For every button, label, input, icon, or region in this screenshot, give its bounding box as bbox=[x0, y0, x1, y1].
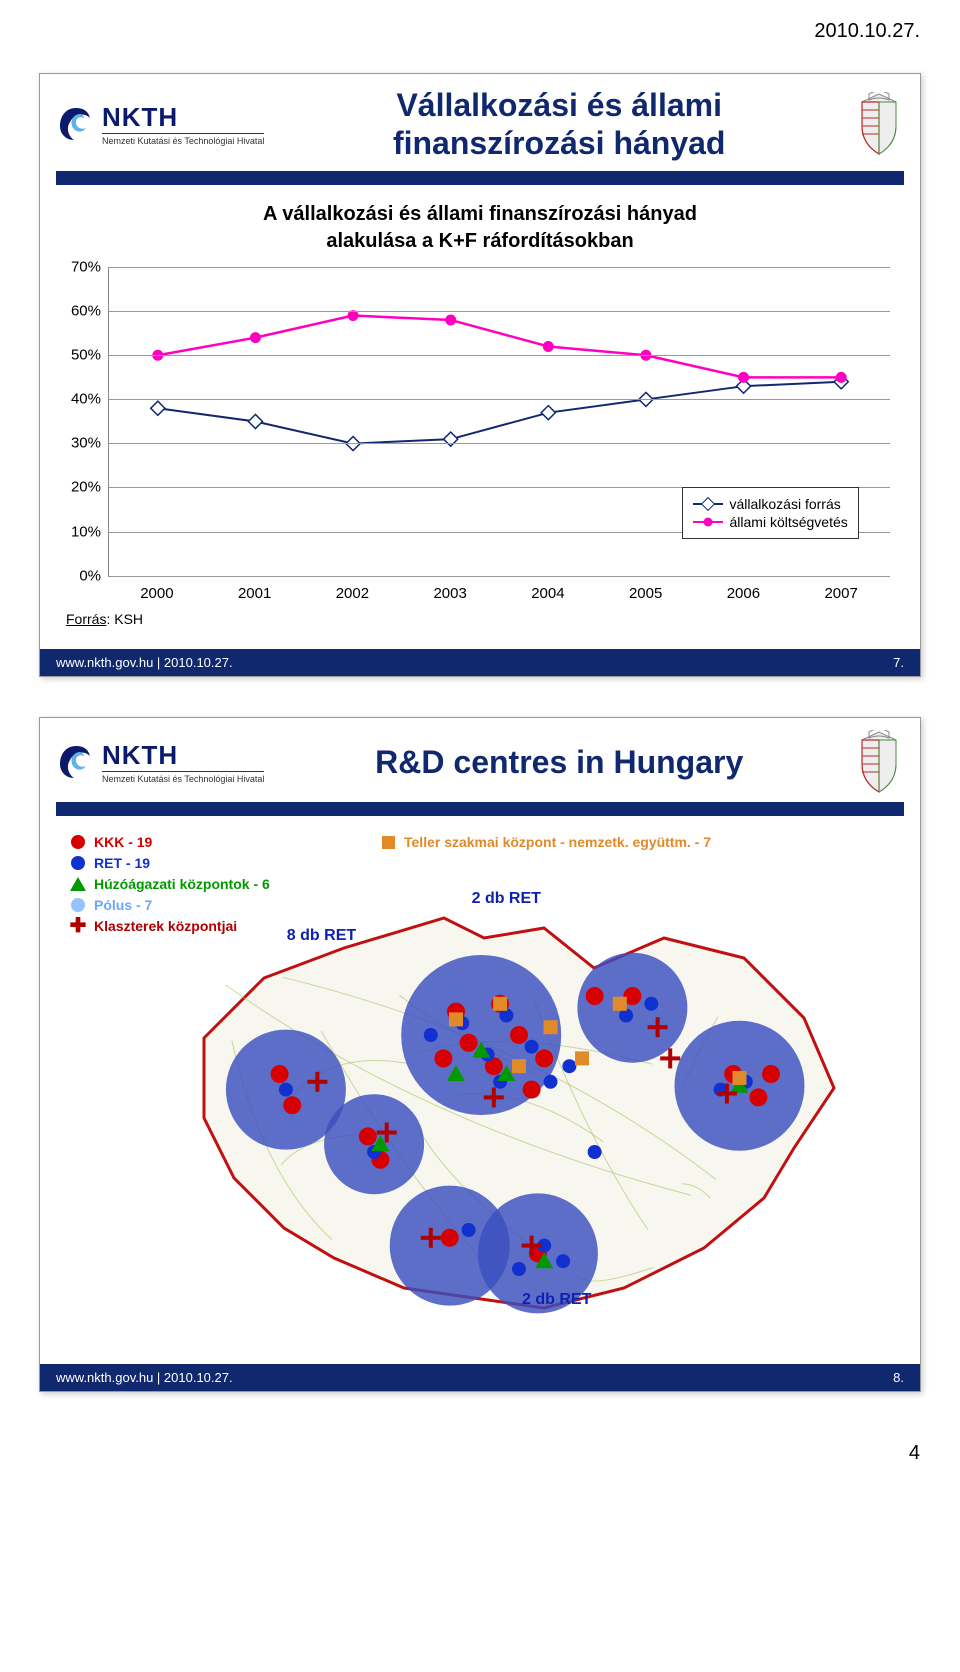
slide2-title: R&D centres in Hungary bbox=[276, 743, 842, 781]
map-legend-item: Teller szakmai központ - nemzetk. együtt… bbox=[380, 832, 711, 853]
slide2-blue-bar bbox=[56, 802, 904, 816]
slide-2: NKTH Nemzeti Kutatási és Technológiai Hi… bbox=[39, 717, 921, 1392]
map-legend-item: KKK - 19 bbox=[70, 832, 270, 853]
chart-legend: vállalkozási forrás állami költségvetés bbox=[682, 487, 858, 539]
crest-icon bbox=[854, 730, 904, 794]
y-axis-label: 30% bbox=[71, 435, 109, 452]
x-axis-label: 2000 bbox=[108, 581, 206, 607]
chart-gridline bbox=[109, 267, 890, 268]
logo-sub-text: Nemzeti Kutatási és Technológiai Hivatal bbox=[102, 133, 264, 146]
slide2-footer-right: 8. bbox=[893, 1370, 904, 1385]
legend-label: vállalkozási forrás bbox=[729, 496, 840, 512]
y-axis-label: 10% bbox=[71, 523, 109, 540]
y-axis-label: 0% bbox=[79, 567, 109, 584]
x-axis-label: 2002 bbox=[304, 581, 402, 607]
hungary-map bbox=[144, 868, 844, 1328]
source-value: : KSH bbox=[106, 611, 143, 627]
chart-title: A vállalkozási és állami finanszírozási … bbox=[60, 201, 900, 255]
slide1-header: NKTH Nemzeti Kutatási és Technológiai Hi… bbox=[40, 74, 920, 171]
x-axis-label: 2001 bbox=[206, 581, 304, 607]
y-axis-label: 70% bbox=[71, 258, 109, 275]
logo-main-text: NKTH bbox=[102, 102, 264, 133]
x-axis-label: 2006 bbox=[695, 581, 793, 607]
slide2-header: NKTH Nemzeti Kutatási és Technológiai Hi… bbox=[40, 718, 920, 802]
map-annotation: 8 db RET bbox=[287, 927, 356, 945]
page-number: 4 bbox=[0, 1432, 960, 1485]
line-chart: 0%10%20%30%40%50%60%70%vállalkozási forr… bbox=[108, 267, 890, 607]
map-legend-right: Teller szakmai központ - nemzetk. együtt… bbox=[380, 832, 711, 853]
logo-main-text: NKTH bbox=[102, 740, 264, 771]
logo: NKTH Nemzeti Kutatási és Technológiai Hi… bbox=[56, 740, 264, 784]
slide1-footer-right: 7. bbox=[893, 655, 904, 670]
x-axis-label: 2005 bbox=[597, 581, 695, 607]
slide1-footer-left: www.nkth.gov.hu | 2010.10.27. bbox=[56, 655, 233, 670]
slide1-blue-bar bbox=[56, 171, 904, 185]
logo-swirl-icon bbox=[56, 104, 96, 144]
x-axis-label: 2004 bbox=[499, 581, 597, 607]
map-annotation: 2 db RET bbox=[522, 1291, 591, 1309]
logo: NKTH Nemzeti Kutatási és Technológiai Hi… bbox=[56, 102, 264, 146]
map-annotation: 2 db RET bbox=[472, 890, 541, 908]
crest-icon bbox=[854, 92, 904, 156]
slide1-footer: www.nkth.gov.hu | 2010.10.27. 7. bbox=[40, 649, 920, 676]
source-label: Forrás bbox=[66, 611, 106, 627]
y-axis-label: 20% bbox=[71, 479, 109, 496]
x-axis-label: 2003 bbox=[401, 581, 499, 607]
y-axis-label: 50% bbox=[71, 347, 109, 364]
logo-sub-text: Nemzeti Kutatási és Technológiai Hivatal bbox=[102, 771, 264, 784]
chart-gridline bbox=[109, 399, 890, 400]
chart-gridline bbox=[109, 443, 890, 444]
chart-gridline bbox=[109, 311, 890, 312]
slide2-footer: www.nkth.gov.hu | 2010.10.27. 8. bbox=[40, 1364, 920, 1391]
legend-label: állami költségvetés bbox=[729, 514, 847, 530]
x-axis-label: 2007 bbox=[792, 581, 890, 607]
y-axis-label: 60% bbox=[71, 302, 109, 319]
map-area: KKK - 19RET - 19Húzóágazati központok - … bbox=[60, 828, 900, 1348]
page-header-date: 2010.10.27. bbox=[0, 0, 960, 53]
chart-gridline bbox=[109, 576, 890, 577]
logo-swirl-icon bbox=[56, 742, 96, 782]
y-axis-label: 40% bbox=[71, 391, 109, 408]
slide1-title: Vállalkozási és államifinanszírozási hán… bbox=[276, 86, 842, 163]
slide2-footer-left: www.nkth.gov.hu | 2010.10.27. bbox=[56, 1370, 233, 1385]
slide-1: NKTH Nemzeti Kutatási és Technológiai Hi… bbox=[39, 73, 921, 677]
chart-gridline bbox=[109, 355, 890, 356]
chart-source: Forrás: KSH bbox=[60, 607, 900, 633]
